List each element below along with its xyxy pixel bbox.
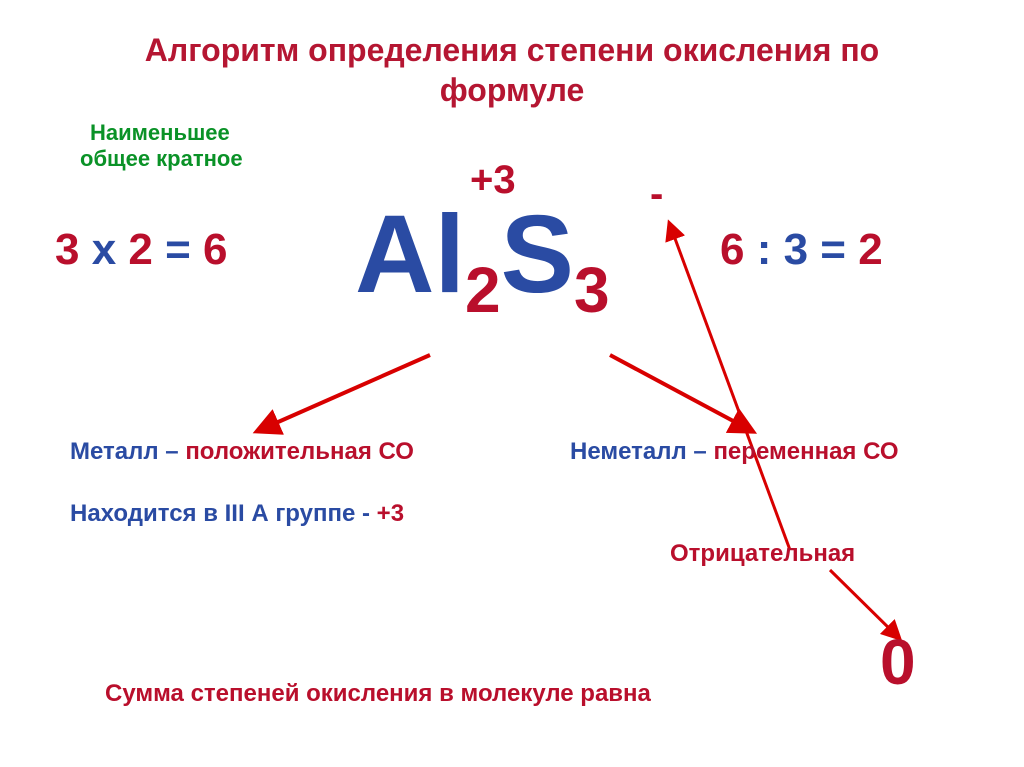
big-zero: 0 [880,625,916,699]
sum-text: Сумма степеней окисления в молекуле равн… [105,680,651,707]
sum-line: Сумма степеней окисления в молекуле равн… [105,680,651,708]
nonmetal-line: Неметалл – переменная СО [570,438,899,466]
arrow-from-al [0,0,1024,767]
arrow-al-line [260,355,430,430]
group-line: Находится в III А группе - +3 [70,500,404,528]
slide-root: Алгоритм определения степени окисления п… [0,0,1024,767]
metal-line: Металл – положительная СО [70,438,414,466]
negative-label: Отрицательная [670,540,855,568]
arrow-neg-minus-line [670,225,790,550]
arrow-s-line [610,355,750,430]
